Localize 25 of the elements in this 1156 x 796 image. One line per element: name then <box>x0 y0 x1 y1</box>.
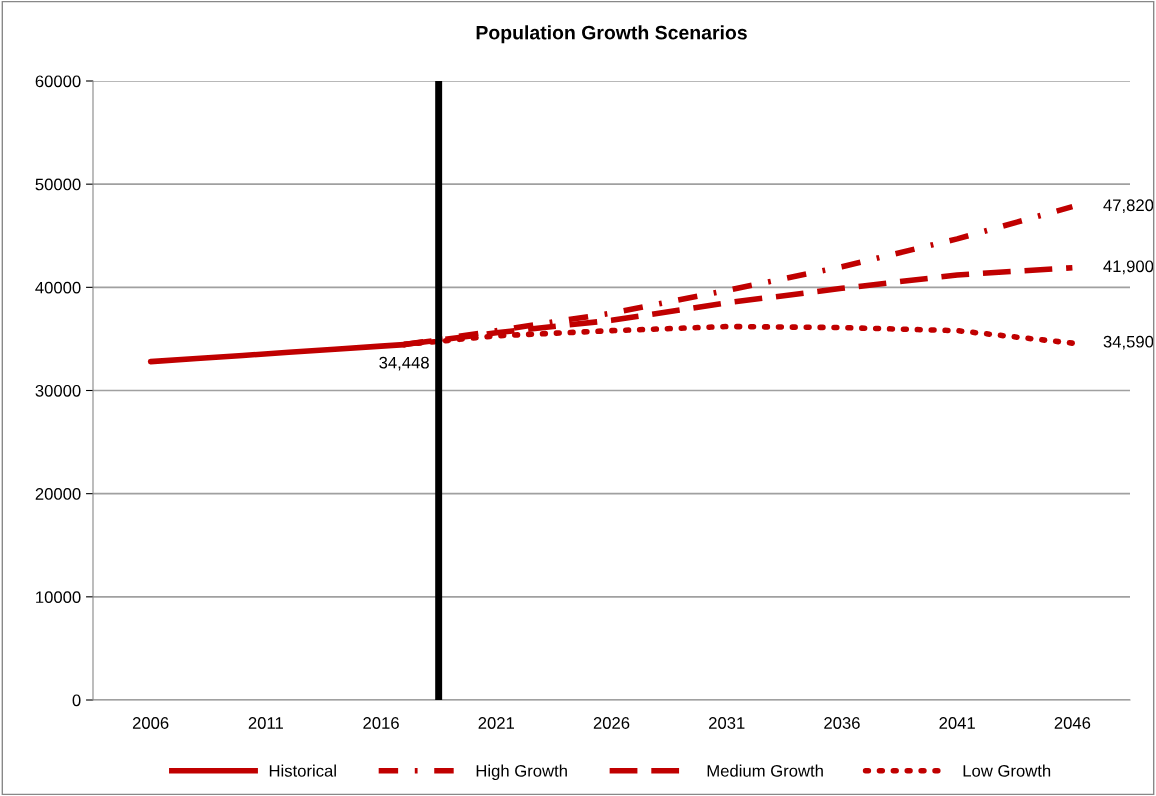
x-tick-label: 2006 <box>132 717 169 729</box>
data-label: 47,820 <box>1103 199 1154 214</box>
y-tick-label: 30000 <box>35 384 81 397</box>
y-tick-label: 40000 <box>35 281 81 294</box>
x-tick-label: 2016 <box>363 717 399 729</box>
legend-label: High Growth <box>476 764 567 781</box>
data-label: 41,900 <box>1103 260 1154 275</box>
x-tick-label: 2046 <box>1054 717 1091 729</box>
x-tick-label: 2041 <box>939 717 975 729</box>
chart-title: Population Growth Scenarios <box>476 25 747 44</box>
y-tick-label: 0 <box>72 694 81 707</box>
x-tick-label: 2036 <box>824 717 860 729</box>
y-tick-label: 50000 <box>35 178 81 191</box>
y-tick-label: 10000 <box>36 591 81 604</box>
legend-label: Medium Growth <box>707 764 823 777</box>
data-label: 34,448 <box>379 356 429 371</box>
data-label: 34,590 <box>1103 335 1154 350</box>
x-tick-label: 2021 <box>478 717 514 729</box>
y-tick-label: 60000 <box>35 75 81 88</box>
y-tick-label: 20000 <box>35 488 81 500</box>
x-tick-label: 2031 <box>709 717 745 729</box>
x-tick-label: 2026 <box>593 717 630 729</box>
legend-label: Low Growth <box>963 764 1051 777</box>
legend-label: Historical <box>269 764 336 777</box>
x-tick-label: 2011 <box>248 717 283 729</box>
